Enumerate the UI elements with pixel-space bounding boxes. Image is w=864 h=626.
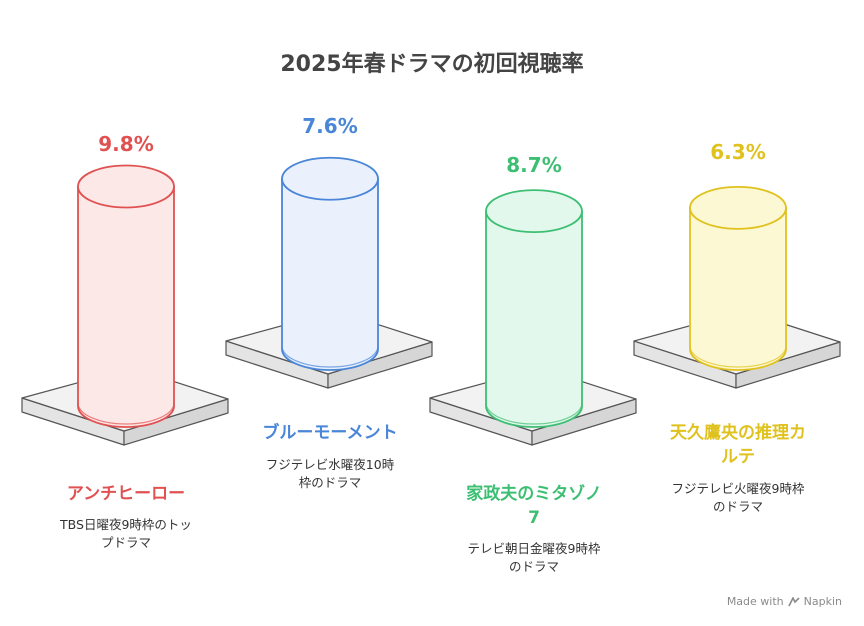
category-description: フジテレビ水曜夜10時 枠のドラマ [265,457,395,490]
value-label: 6.3% [710,140,766,164]
category-label: アンチヒーロー [66,484,186,504]
chart-title: 2025年春ドラマの初回視聴率 [280,52,584,77]
bar-cylinder [77,185,175,428]
napkin-logo-icon [787,596,800,606]
bar-base-ring [485,402,583,425]
bar-cylinder [281,177,379,371]
category-description: TBS日曜夜9時枠のトッ プドラマ [60,517,192,550]
category-label: ブルーモーメント [262,423,398,443]
bar-top [77,164,175,209]
category-label: 家政夫のミタゾノ 7 [466,484,602,528]
footer-brand: Napkin [803,595,842,608]
category-description: テレビ朝日金曜夜9時枠 のドラマ [467,541,601,574]
value-label: 9.8% [98,132,154,156]
value-label: 7.6% [302,114,358,138]
bar-base-ring [281,345,379,368]
bar-cylinder [485,210,583,428]
footer-text: Made with [726,595,784,608]
value-label: 8.7% [506,153,562,177]
bar-cylinder [689,206,787,371]
bar-top [689,185,787,230]
category-label: 天久鷹央の推理カ ルテ [670,423,806,467]
bar-base-ring [689,345,787,368]
footer: Made with Napkin [727,595,842,608]
bar-base-ring [77,402,175,425]
category-description: フジテレビ火曜夜9時枠 のドラマ [671,481,805,514]
bar-top [281,156,379,201]
bar-top [485,189,583,234]
